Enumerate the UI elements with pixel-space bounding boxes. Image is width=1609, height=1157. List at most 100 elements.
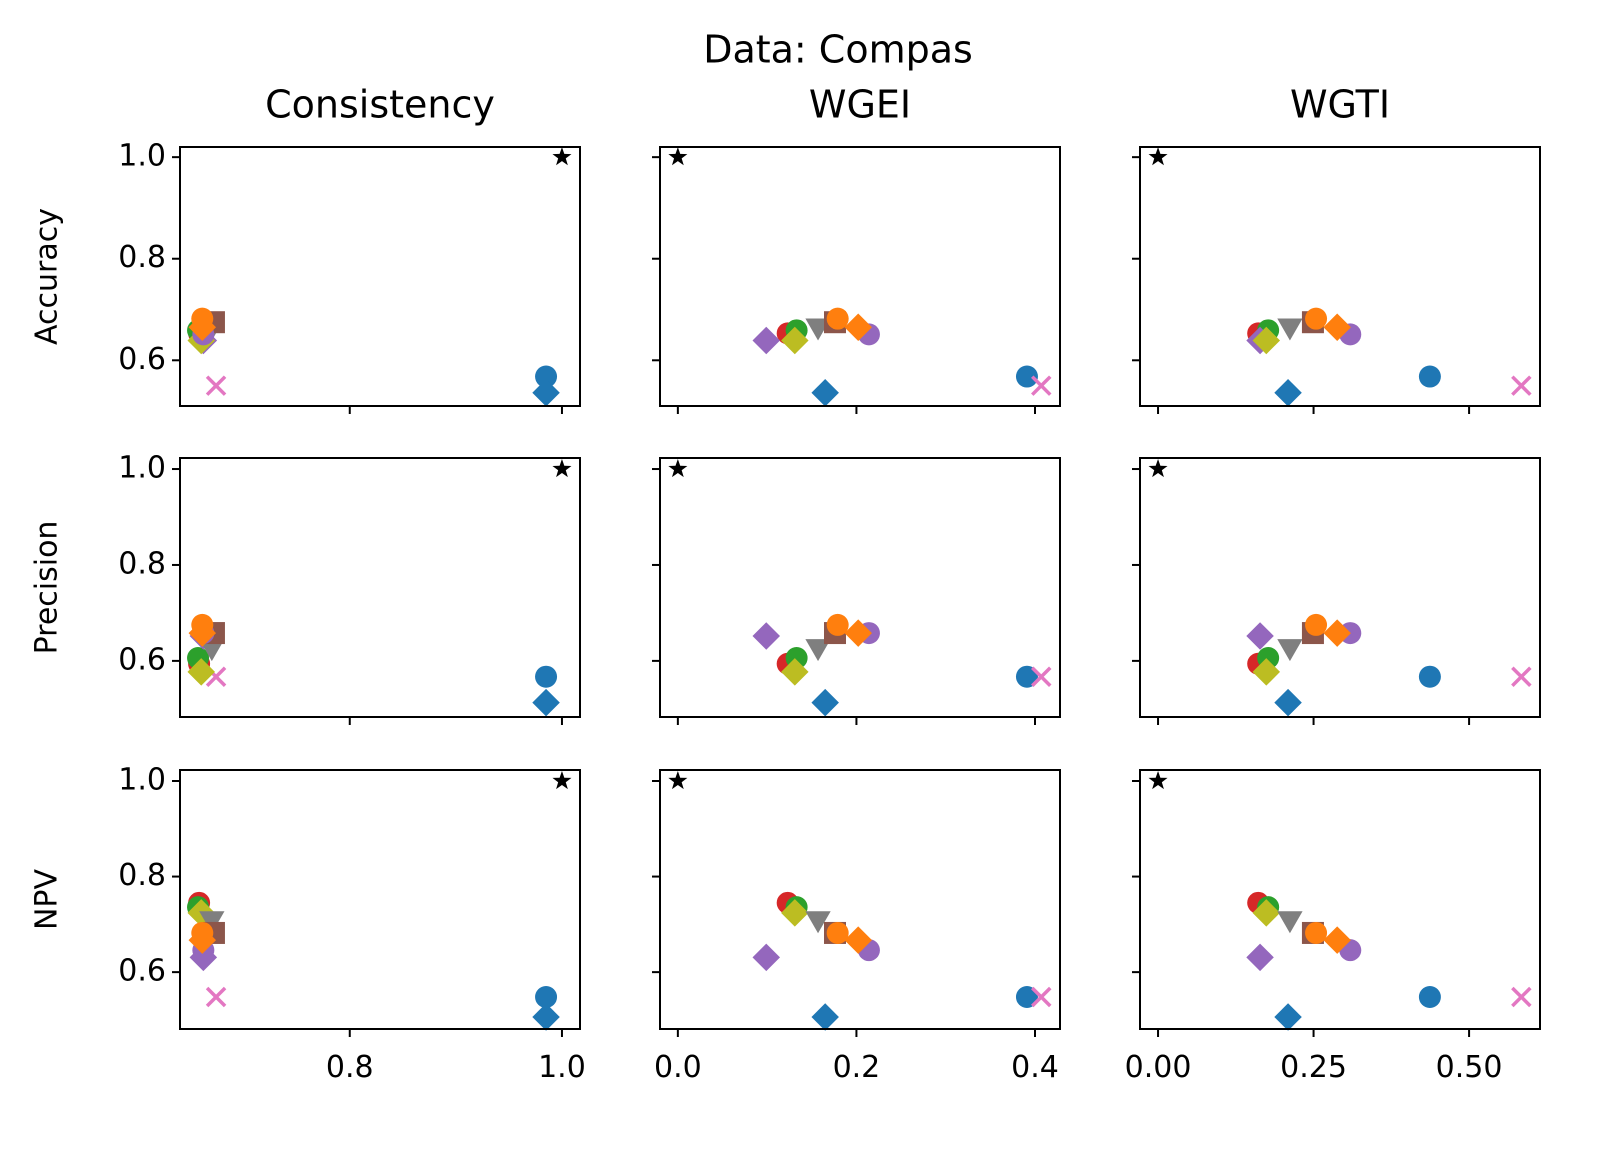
point: [187, 658, 215, 686]
point: [752, 943, 780, 972]
point: [1277, 318, 1303, 341]
point: [781, 658, 809, 686]
point: [1418, 985, 1441, 1008]
y-tick-label: 0.8: [118, 546, 166, 581]
point: [1015, 665, 1038, 688]
axes-frame: [1139, 146, 1541, 407]
point: [1031, 986, 1052, 1008]
y-tick-label: 0.6: [118, 954, 166, 989]
point: [188, 926, 217, 954]
axes-frame: [1139, 769, 1541, 1030]
point: [844, 926, 872, 954]
x-tick-label: 0.50: [1436, 1050, 1503, 1085]
point: [1252, 899, 1281, 927]
point: [1305, 613, 1328, 636]
point: [552, 770, 572, 790]
axes-frame: [659, 146, 1061, 407]
y-axis-label: NPV: [30, 868, 65, 930]
point: [535, 365, 558, 388]
point: [1031, 666, 1052, 687]
point: [1274, 1003, 1302, 1031]
point: [1511, 666, 1532, 687]
y-tick-label: 0.6: [118, 342, 166, 377]
y-tick-label: 1.0: [118, 451, 166, 486]
point: [781, 899, 809, 927]
point: [826, 921, 849, 944]
point: [826, 307, 849, 330]
point: [1015, 365, 1038, 388]
point: [1323, 313, 1351, 342]
point: [552, 459, 572, 478]
point: [1252, 326, 1281, 355]
axes-frame: [659, 769, 1061, 1030]
point: [805, 911, 831, 934]
point: [532, 688, 560, 717]
point: [1246, 943, 1274, 972]
x-tick-label: 0.8: [326, 1050, 374, 1085]
axes-title: Consistency: [265, 83, 495, 127]
point: [668, 147, 688, 166]
point: [205, 986, 227, 1008]
point: [1511, 986, 1532, 1008]
axes-title: WGTI: [1290, 83, 1390, 127]
point: [1246, 622, 1274, 650]
point: [532, 379, 560, 407]
axes-frame: [659, 457, 1061, 718]
point: [1277, 639, 1303, 662]
point: [805, 639, 831, 662]
point: [844, 619, 872, 647]
x-tick-label: 0.2: [833, 1050, 881, 1085]
point: [1015, 985, 1038, 1008]
y-tick-label: 1.0: [118, 139, 166, 174]
point: [811, 1003, 839, 1031]
point: [535, 985, 558, 1008]
point: [532, 1003, 560, 1031]
point: [752, 622, 780, 650]
axes-frame: [179, 457, 581, 718]
point: [1148, 147, 1168, 166]
point: [1031, 375, 1052, 396]
point: [1305, 921, 1328, 944]
point: [188, 313, 217, 342]
y-tick-label: 1.0: [118, 762, 166, 797]
y-tick-label: 0.8: [118, 240, 166, 275]
point: [1323, 926, 1351, 954]
x-tick-label: 0.00: [1125, 1050, 1192, 1085]
point: [781, 326, 809, 355]
point: [1418, 365, 1441, 388]
point: [1252, 658, 1281, 686]
point: [1305, 307, 1328, 330]
point: [205, 375, 227, 396]
point: [1323, 619, 1351, 647]
point: [811, 379, 839, 407]
axes-frame: [179, 146, 581, 407]
suptitle: Data: Compas: [703, 28, 973, 72]
point: [844, 313, 872, 342]
axes-title: WGEI: [809, 83, 911, 127]
y-axis-label: Precision: [30, 521, 65, 655]
point: [1274, 688, 1302, 717]
point: [1148, 770, 1168, 790]
x-tick-label: 1.0: [538, 1050, 586, 1085]
point: [826, 613, 849, 636]
y-tick-label: 0.6: [118, 642, 166, 677]
point: [552, 147, 572, 166]
y-axis-label: Accuracy: [30, 208, 65, 345]
point: [1148, 459, 1168, 478]
point: [752, 326, 780, 355]
point: [811, 688, 839, 717]
point: [188, 619, 217, 647]
point: [1274, 379, 1302, 407]
point: [1418, 665, 1441, 688]
x-tick-label: 0.4: [1011, 1050, 1059, 1085]
axes-frame: [179, 769, 581, 1030]
point: [668, 770, 688, 790]
y-tick-label: 0.8: [118, 858, 166, 893]
x-tick-label: 0.25: [1280, 1050, 1347, 1085]
point: [668, 459, 688, 478]
point: [535, 665, 558, 688]
axes-frame: [1139, 457, 1541, 718]
point: [1511, 375, 1532, 396]
x-tick-label: 0.0: [654, 1050, 702, 1085]
